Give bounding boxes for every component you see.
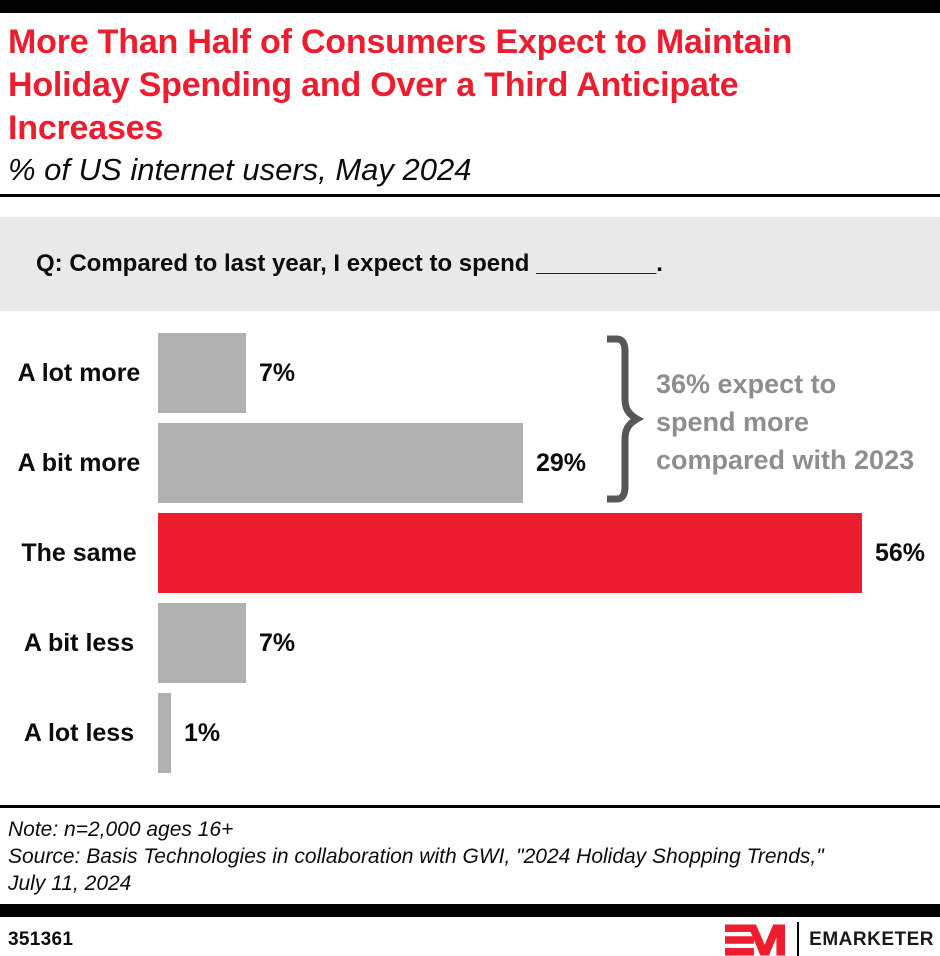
chart-header: More Than Half of Consumers Expect to Ma…: [0, 13, 940, 190]
logo-divider: [797, 922, 800, 956]
bar-row: The same 56%: [0, 513, 940, 593]
annotation-line: compared with 2023: [656, 445, 915, 475]
emarketer-logo: EMARKETER: [725, 922, 934, 956]
footer: 351361 EMARKETER: [0, 917, 940, 956]
annotation-line: spend more: [656, 407, 810, 437]
bar-chart: 36% expect to spend more compared with 2…: [0, 333, 940, 773]
bar-category-label: A bit less: [23, 628, 135, 657]
bar-row: A bit more 29%: [0, 423, 940, 503]
bar-category-label: The same: [21, 538, 137, 567]
bar-track: 7%: [158, 333, 940, 413]
bar-category-label: A lot less: [23, 718, 135, 747]
header-divider: [0, 194, 940, 197]
bar-the-same: [158, 513, 862, 593]
footer-border-bar: [0, 904, 940, 917]
bar-value-label: 56%: [875, 538, 926, 567]
bar-row: A lot more 7%: [0, 333, 940, 413]
bar-row: A bit less 7%: [0, 603, 940, 683]
bar-value-label: 1%: [184, 718, 221, 747]
bar-category-label: A bit more: [17, 448, 141, 477]
bar-a-bit-less: [158, 603, 246, 683]
em-monogram-icon: [725, 924, 786, 956]
survey-question-text: Q: Compared to last year, I expect to sp…: [36, 250, 663, 277]
notes-section: Note: n=2,000 ages 16+ Source: Basis Tec…: [0, 805, 940, 897]
chart-id: 351361: [8, 929, 74, 950]
notes-divider: [0, 805, 940, 808]
bar-track: 29%: [158, 423, 940, 503]
bar-a-bit-more: [158, 423, 523, 503]
top-border-bar: [0, 0, 940, 13]
bar-a-lot-more: [158, 333, 246, 413]
bar-value-label: 7%: [259, 358, 296, 387]
note-text: Note: n=2,000 ages 16+: [8, 818, 234, 841]
survey-question-box: Q: Compared to last year, I expect to sp…: [0, 217, 940, 311]
annotation-line: 36% expect to: [656, 369, 837, 399]
source-text: Source: Basis Technologies in collaborat…: [8, 845, 824, 895]
bar-track: 7%: [158, 603, 940, 683]
bar-category-label: A lot more: [17, 358, 141, 387]
chart-title: More Than Half of Consumers Expect to Ma…: [8, 23, 793, 147]
bar-a-lot-less: [158, 693, 171, 773]
bar-row: A lot less 1%: [0, 693, 940, 773]
chart-annotation: 36% expect to spend more compared with 2…: [656, 365, 914, 479]
bar-value-label: 7%: [259, 628, 296, 657]
brand-name: EMARKETER: [809, 929, 934, 950]
bar-track: 56%: [158, 513, 940, 593]
bar-track: 1%: [158, 693, 940, 773]
curly-brace-icon: [607, 335, 645, 503]
chart-subtitle: % of US internet users, May 2024: [8, 152, 472, 187]
bar-value-label: 29%: [536, 448, 587, 477]
